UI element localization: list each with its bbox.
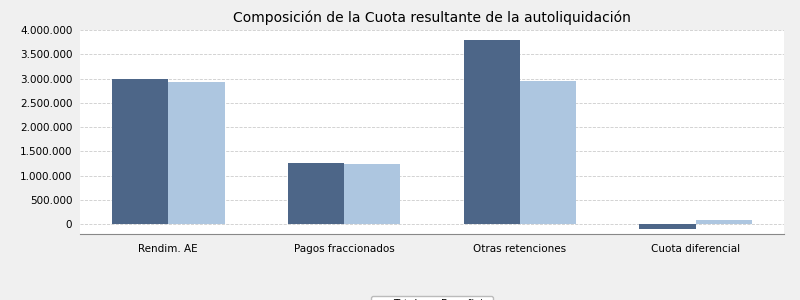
- Bar: [344, 164, 400, 224]
- Title: Composición de la Cuota resultante de la autoliquidación: Composición de la Cuota resultante de la…: [233, 10, 631, 25]
- Legend: Total, Beneficio: Total, Beneficio: [371, 296, 493, 300]
- Bar: [696, 220, 752, 224]
- Bar: [288, 163, 344, 224]
- Bar: [464, 40, 520, 224]
- Bar: [112, 79, 168, 224]
- Bar: [520, 80, 576, 224]
- Bar: [639, 224, 696, 229]
- Bar: [168, 82, 225, 224]
